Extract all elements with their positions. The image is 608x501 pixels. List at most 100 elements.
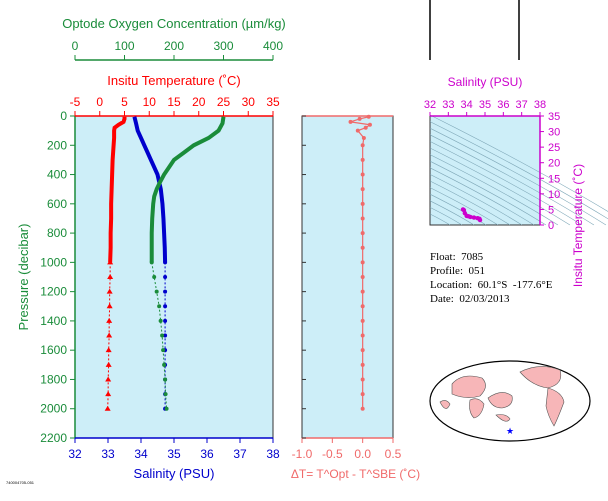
density-contour: [430, 168, 534, 225]
delta-point: [360, 348, 365, 353]
density-contour: [430, 155, 558, 225]
y-tick-label: 2000: [40, 402, 67, 416]
y-tick-label: 1600: [40, 343, 67, 357]
oxygen-tick-label: 100: [114, 39, 134, 53]
density-contour: [430, 181, 510, 225]
oxygen-point: [160, 333, 165, 338]
salinity-point: [163, 289, 168, 294]
delta-point: [367, 122, 372, 127]
temperature-point: [107, 274, 114, 279]
map-landmass: [439, 400, 451, 409]
y-tick-label: 0: [60, 109, 67, 123]
date-label: Date:: [430, 293, 454, 305]
ts-salinity-tick-label: 35: [479, 99, 491, 111]
ts-point: [471, 215, 477, 220]
float-value: 7085: [461, 251, 484, 263]
y-tick-label: 400: [47, 168, 67, 182]
delta-point: [360, 275, 365, 279]
oxygen-tick-label: 200: [164, 39, 184, 53]
oxygen-point: [161, 348, 166, 353]
oxygen-point: [163, 377, 168, 382]
salinity-tick-label: 35: [167, 447, 181, 461]
temperature-tick-label: 20: [192, 95, 206, 109]
delta-point: [360, 201, 365, 206]
delta-point: [357, 116, 362, 121]
temperature-point: [104, 405, 111, 411]
map-landmass: [519, 366, 562, 389]
density-contour: [430, 188, 498, 225]
delta-point: [361, 135, 366, 140]
density-contour: [430, 207, 462, 225]
salinity-tick-label: 32: [68, 447, 82, 461]
delta-tick-label: 0.0: [354, 447, 371, 461]
ts-temperature-tick-label: 25: [548, 142, 560, 154]
temperature-tick-label: 30: [242, 95, 256, 109]
float-location-marker: ★: [506, 426, 514, 436]
delta-plot-area: [301, 115, 394, 439]
delta-axis-label: ΔT= T^Opt - T^SBE (˚C): [291, 467, 420, 481]
delta-point: [360, 157, 365, 162]
temperature-point: [105, 376, 112, 382]
salinity-point: [163, 333, 168, 338]
delta-tick-label: -1.0: [292, 447, 313, 461]
temperature-point: [107, 259, 114, 265]
y-tick-label: 2200: [40, 431, 67, 445]
delta-point: [360, 143, 365, 148]
salinity-tick-label: 34: [134, 447, 148, 461]
temperature-point: [105, 391, 112, 397]
delta-point: [363, 125, 368, 130]
ts-temperature-tick-label: 20: [548, 158, 560, 170]
salinity-point: [163, 318, 168, 323]
map-landmass: [495, 414, 511, 422]
credit-label: 740004705-051: [6, 480, 35, 485]
location-label: Location:: [430, 279, 473, 291]
delta-point: [360, 289, 365, 294]
oxygen-point: [154, 289, 159, 294]
main-profile-panel: 0200400600800100012001400160018002000220…: [16, 16, 286, 481]
delta-point: [360, 216, 365, 221]
location-value: 60.1°S -177.6°E: [477, 279, 553, 291]
density-contour: [430, 161, 546, 225]
oxygen-tick-label: 300: [213, 39, 233, 53]
ts-temperature-tick-label: 0: [548, 220, 554, 232]
ts-point: [477, 217, 483, 223]
y-tick-label: 800: [47, 226, 67, 240]
map-landmass: [545, 387, 565, 427]
world-map: ★: [429, 360, 591, 442]
delta-t-panel: -1.0 -0.5 0.0 0.5 ΔT= T^Opt - T^SBE (˚C): [291, 114, 420, 481]
ts-salinity-tick-label: 37: [516, 99, 528, 111]
ts-temperature-tick-label: 35: [548, 111, 560, 123]
delta-point: [360, 187, 365, 192]
oxygen-point: [158, 318, 163, 323]
map-landmass: [469, 398, 485, 419]
delta-point: [360, 172, 365, 177]
salinity-line-upper: [132, 116, 168, 263]
y-axis-label: Pressure (decibar): [16, 224, 31, 331]
delta-point: [360, 318, 365, 323]
temperature-point: [105, 347, 112, 353]
delta-point: [360, 231, 365, 236]
ts-temperature-tick-label: 30: [548, 127, 560, 139]
oxygen-point: [164, 406, 169, 411]
ts-temperature-axis-label: Insitu Temperature (˚C): [571, 164, 585, 287]
delta-point: [360, 392, 365, 397]
salinity-point: [163, 304, 168, 309]
salinity-point: [163, 275, 168, 279]
temperature-tick-label: 25: [217, 95, 231, 109]
density-contour: [430, 174, 522, 225]
density-contour: [430, 214, 450, 225]
ts-temperature-tick-label: 15: [548, 173, 560, 185]
float-label: Float:: [430, 251, 456, 263]
density-contour: [430, 201, 474, 225]
delta-point: [355, 128, 360, 133]
oxygen-point: [162, 362, 167, 367]
y-tick-label: 200: [47, 138, 67, 152]
delta-point: [348, 119, 353, 124]
delta-tick-label: 0.5: [385, 447, 402, 461]
profile-line: Profile: 051: [430, 264, 552, 278]
temperature-tick-label: -5: [70, 95, 81, 109]
profile-label: Profile:: [430, 265, 463, 277]
delta-tick-label: -0.5: [322, 447, 343, 461]
ts-salinity-tick-label: 33: [442, 99, 454, 111]
